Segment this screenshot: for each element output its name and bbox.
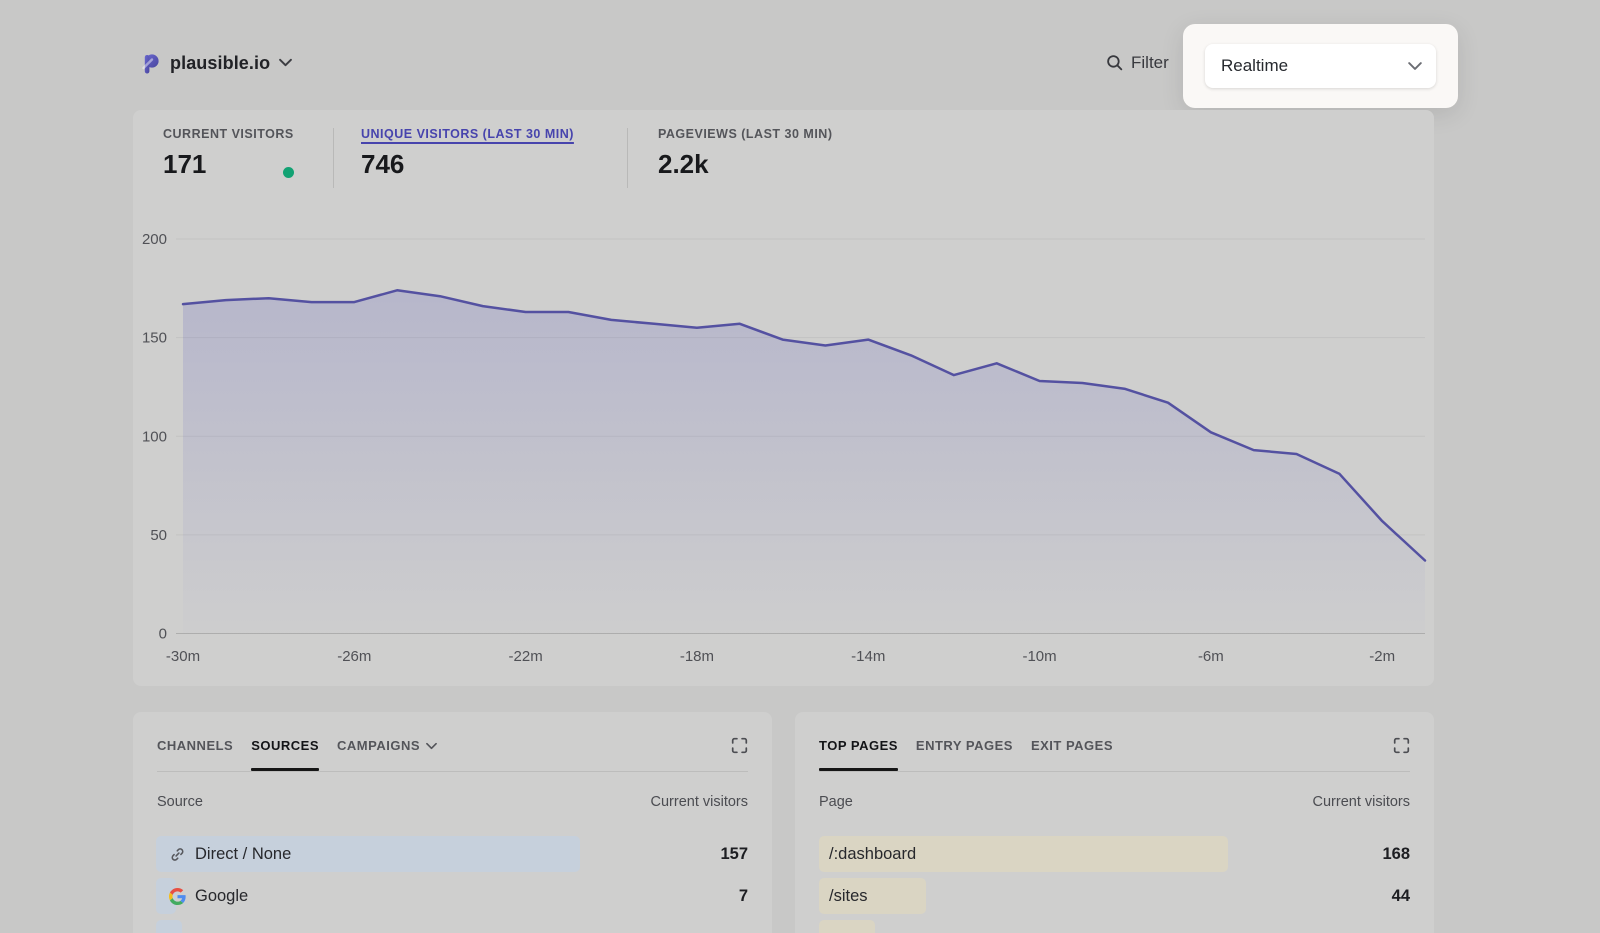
stat-value: 2.2k xyxy=(658,149,709,179)
stat-label: PAGEVIEWS (LAST 30 MIN) xyxy=(658,127,833,141)
sources-table: Direct / None 157 Google 7 xyxy=(133,836,772,933)
plausible-logo-icon xyxy=(139,51,161,75)
column-page: Page xyxy=(819,794,853,810)
filter-label: Filter xyxy=(1131,53,1169,72)
page-value: 44 xyxy=(1391,887,1410,905)
stat-value: 746 xyxy=(361,149,405,179)
stat-current-visitors[interactable]: CURRENT VISITORS 171 xyxy=(163,127,294,180)
table-row[interactable]: /sites 44 xyxy=(795,878,1434,914)
svg-text:0: 0 xyxy=(159,626,167,643)
svg-text:100: 100 xyxy=(142,428,167,445)
divider xyxy=(819,771,1410,772)
row-bar xyxy=(156,920,182,933)
filter-button[interactable]: Filter xyxy=(1106,53,1169,73)
tab-channels[interactable]: CHANNELS xyxy=(157,738,234,753)
tab-entry-pages[interactable]: ENTRY PAGES xyxy=(915,738,1013,753)
table-row[interactable]: Google 7 xyxy=(133,878,772,914)
link-icon xyxy=(169,846,186,863)
column-current-visitors: Current visitors xyxy=(650,794,749,810)
tab-campaigns[interactable]: CAMPAIGNS xyxy=(337,738,437,769)
expand-icon[interactable] xyxy=(1393,737,1410,757)
tab-sources[interactable]: SOURCES xyxy=(251,738,319,771)
table-header: Source Current visitors xyxy=(157,794,748,810)
chevron-down-icon xyxy=(279,54,293,72)
tab-campaigns-label: CAMPAIGNS xyxy=(337,738,421,753)
chevron-down-icon xyxy=(426,738,437,753)
page-link[interactable]: /sites xyxy=(829,887,868,905)
column-current-visitors: Current visitors xyxy=(1312,794,1411,810)
stat-divider xyxy=(333,128,334,188)
expand-icon[interactable] xyxy=(731,737,748,757)
pages-table: /:dashboard 168 /sites 44 xyxy=(795,836,1434,933)
google-icon xyxy=(169,888,186,905)
stat-unique-visitors[interactable]: UNIQUE VISITORS (LAST 30 MIN) 746 xyxy=(361,127,574,180)
row-bar xyxy=(819,920,875,933)
visitors-card: CURRENT VISITORS 171 UNIQUE VISITORS (LA… xyxy=(133,110,1434,686)
svg-text:50: 50 xyxy=(150,527,167,544)
site-switcher[interactable]: plausible.io xyxy=(139,51,293,75)
stat-value: 171 xyxy=(163,149,207,179)
table-header: Page Current visitors xyxy=(819,794,1410,810)
sources-panel: CHANNELS SOURCES CAMPAIGNS Source Curren… xyxy=(133,712,772,933)
search-icon xyxy=(1106,54,1124,72)
period-selector-dropdown[interactable]: Realtime xyxy=(1205,44,1436,88)
svg-text:-22m: -22m xyxy=(509,648,543,665)
pages-tabs: TOP PAGES ENTRY PAGES EXIT PAGES xyxy=(819,738,1113,771)
row-bar xyxy=(819,836,1228,872)
page-value: 168 xyxy=(1382,845,1410,863)
pages-panel: TOP PAGES ENTRY PAGES EXIT PAGES Page Cu… xyxy=(795,712,1434,933)
period-selector-spotlight: Realtime xyxy=(1183,24,1458,108)
svg-text:150: 150 xyxy=(142,330,167,347)
source-value: 7 xyxy=(738,887,748,905)
svg-text:-6m: -6m xyxy=(1198,648,1224,665)
divider xyxy=(157,771,748,772)
svg-text:-2m: -2m xyxy=(1369,648,1395,665)
table-row-cutoff xyxy=(795,920,1434,933)
visitors-area-chart[interactable]: 0 50 100 150 200 -30m -26m -22m -18m -14m -10m -6m -… xyxy=(133,110,1434,686)
stat-label: CURRENT VISITORS xyxy=(163,127,294,141)
table-row[interactable]: /:dashboard 168 xyxy=(795,836,1434,872)
page-link[interactable]: /:dashboard xyxy=(829,845,917,863)
site-name: plausible.io xyxy=(170,52,271,73)
source-link[interactable]: Direct / None xyxy=(195,845,292,863)
svg-text:-18m: -18m xyxy=(680,648,714,665)
svg-text:-26m: -26m xyxy=(337,648,371,665)
table-row[interactable]: Direct / None 157 xyxy=(133,836,772,872)
tab-exit-pages[interactable]: EXIT PAGES xyxy=(1030,738,1113,753)
column-source: Source xyxy=(157,794,203,810)
chevron-down-icon xyxy=(1408,59,1422,74)
row-bar xyxy=(156,836,580,872)
source-value: 157 xyxy=(720,845,748,863)
svg-text:-10m: -10m xyxy=(1022,648,1056,665)
source-link[interactable]: Google xyxy=(195,887,249,905)
svg-text:-30m: -30m xyxy=(166,648,200,665)
row-bar xyxy=(156,878,176,914)
svg-text:-14m: -14m xyxy=(851,648,885,665)
svg-text:200: 200 xyxy=(142,231,167,248)
period-selector-value: Realtime xyxy=(1221,56,1289,75)
stat-label: UNIQUE VISITORS (LAST 30 MIN) xyxy=(361,127,574,141)
table-row-cutoff xyxy=(133,920,772,933)
stat-divider xyxy=(627,128,628,188)
sources-tabs: CHANNELS SOURCES CAMPAIGNS xyxy=(157,738,437,771)
row-bar xyxy=(819,878,926,914)
live-indicator-dot xyxy=(283,167,294,178)
stat-pageviews[interactable]: PAGEVIEWS (LAST 30 MIN) 2.2k xyxy=(658,127,832,180)
tab-top-pages[interactable]: TOP PAGES xyxy=(819,738,898,771)
